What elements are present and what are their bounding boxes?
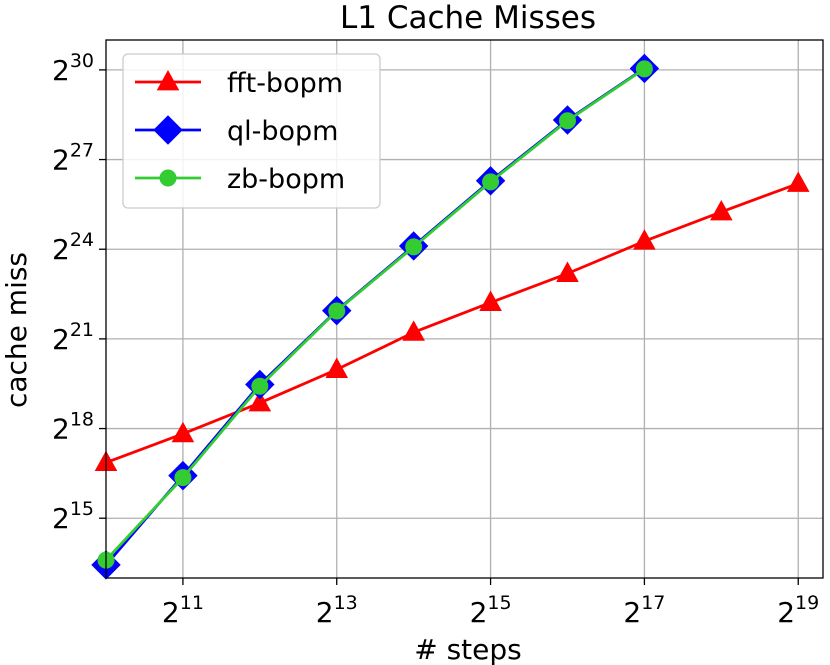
legend-label: zb-bopm — [227, 164, 345, 195]
y-axis-ticks: 215 218 221 224 227 230 — [52, 50, 106, 535]
x-axis-label: # steps — [414, 633, 522, 665]
legend-swatch-marker — [156, 69, 180, 91]
fft-bopm-point — [325, 357, 349, 378]
chart-title: L1 Cache Misses — [340, 0, 596, 36]
fft-bopm-point — [710, 199, 733, 221]
legend-label: ql-bopm — [227, 116, 338, 147]
plot-area-frame — [105, 39, 824, 579]
fft-bopm-point — [248, 390, 272, 412]
y-tick-label: 215 — [52, 498, 94, 535]
legend-box — [122, 53, 381, 209]
zb-bopm-point — [635, 60, 653, 78]
x-tick-label: 219 — [777, 592, 819, 629]
fft-bopm-series — [94, 171, 810, 472]
zb-bopm-point — [174, 469, 192, 487]
y-tick-label: 221 — [52, 319, 94, 356]
y-tick-label: 224 — [52, 229, 94, 266]
legend-swatch-marker — [159, 169, 177, 187]
fft-bopm-point — [171, 421, 195, 443]
series-layer — [91, 53, 810, 580]
fft-bopm-point — [786, 171, 810, 192]
y-tick-label: 230 — [52, 50, 94, 87]
zb-bopm-point — [405, 238, 423, 256]
zb-bopm-point — [558, 112, 576, 130]
y-axis-label: cache miss — [0, 252, 33, 408]
x-tick-label: 211 — [162, 592, 204, 629]
legend: fft-bopm ql-bopm zb-bopm — [122, 53, 381, 209]
legend-swatch-marker — [153, 115, 183, 145]
fft-bopm-point — [402, 320, 425, 341]
fft-bopm-point — [556, 261, 579, 282]
zb-bopm-point — [482, 173, 500, 191]
x-tick-label: 217 — [623, 592, 665, 629]
fft-bopm-point — [633, 229, 656, 250]
fft-bopm-point — [479, 290, 502, 311]
x-tick-label: 215 — [470, 592, 512, 629]
legend-label: fft-bopm — [227, 68, 343, 99]
fft-bopm-line — [105, 182, 799, 464]
zb-bopm-series — [97, 60, 653, 569]
x-axis-ticks: 211 213 215 217 219 — [162, 578, 819, 629]
zb-bopm-point — [328, 302, 346, 320]
y-tick-label: 227 — [52, 140, 94, 177]
y-tick-label: 218 — [52, 409, 94, 446]
zb-bopm-point — [251, 377, 269, 395]
zb-bopm-line — [104, 67, 646, 562]
x-tick-label: 213 — [316, 592, 358, 629]
